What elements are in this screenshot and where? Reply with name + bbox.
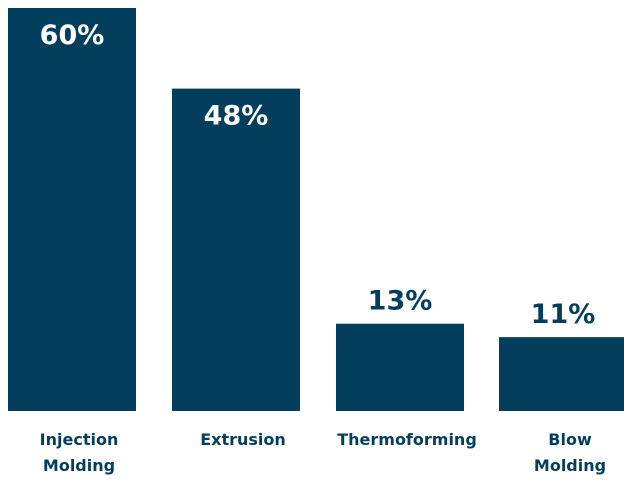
bar-2 bbox=[172, 89, 300, 411]
category-label: Blow Molding bbox=[534, 430, 606, 475]
bar-value-label: 48% bbox=[204, 101, 269, 132]
bar-value-label: 11% bbox=[531, 299, 596, 330]
category-label-line: Thermoforming bbox=[337, 430, 477, 449]
bar-value-label: 13% bbox=[368, 286, 433, 317]
category-label: Thermoforming bbox=[337, 430, 477, 449]
category-label-line: Extrusion bbox=[200, 430, 286, 449]
bar-4 bbox=[499, 337, 624, 411]
category-label: Injection Molding bbox=[40, 430, 119, 475]
category-label-line: Molding bbox=[534, 456, 606, 475]
category-label-line: Injection bbox=[40, 430, 119, 449]
bar-3 bbox=[336, 324, 464, 411]
category-label: Extrusion bbox=[200, 430, 286, 449]
bar-1 bbox=[8, 8, 136, 411]
bar-value-label: 60% bbox=[40, 20, 105, 51]
category-label-line: Molding bbox=[43, 456, 115, 475]
category-label-line: Blow bbox=[548, 430, 592, 449]
